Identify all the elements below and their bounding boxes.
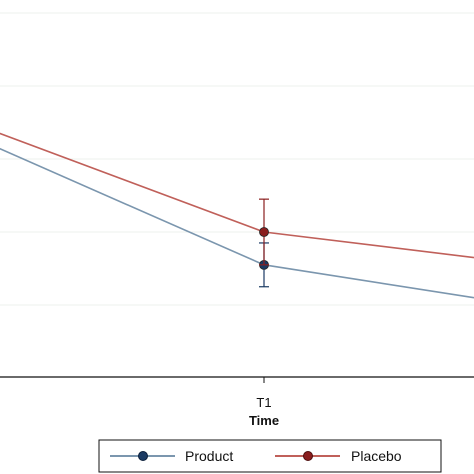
legend-marker-product — [138, 451, 148, 461]
series-line-product — [0, 147, 474, 299]
x-tick-label: T1 — [256, 395, 271, 410]
data-point-placebo — [259, 227, 269, 237]
gridlines — [0, 12, 474, 306]
series-line-placebo — [0, 132, 474, 259]
legend: Product Placebo — [98, 439, 442, 473]
legend-label-placebo: Placebo — [351, 448, 402, 464]
x-ticks: T1 — [256, 377, 272, 410]
series-layer — [0, 132, 474, 299]
x-axis-title: Time — [249, 413, 279, 428]
legend-label-product: Product — [185, 448, 233, 464]
legend-marker-placebo — [303, 451, 313, 461]
